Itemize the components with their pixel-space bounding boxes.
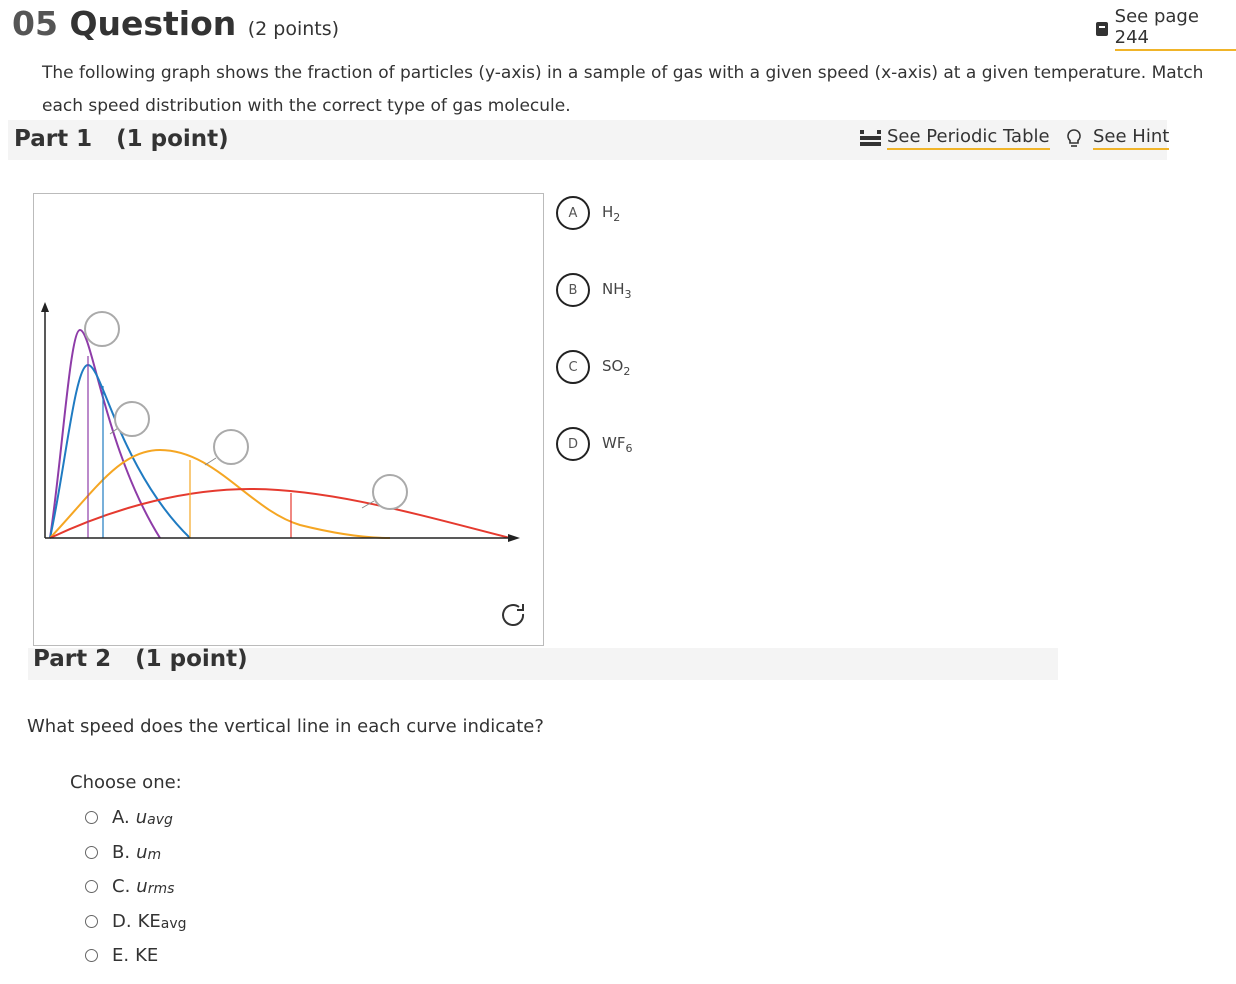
choice-letter: B. <box>112 841 131 863</box>
option-letter[interactable]: C <box>556 350 590 384</box>
drop-targets[interactable] <box>84 311 408 510</box>
graph-drop-area[interactable] <box>33 193 544 646</box>
option[interactable]: A H2 <box>556 196 620 230</box>
radio[interactable] <box>85 880 98 893</box>
part2-heading: Part 2 (1 point) <box>33 646 248 672</box>
graph <box>41 302 520 542</box>
choice-letter: C. <box>112 876 131 897</box>
choice-letter: E. <box>112 945 130 966</box>
hint-wrap[interactable]: See Hint <box>1066 126 1170 150</box>
option[interactable]: B NH3 <box>556 273 632 307</box>
radio[interactable] <box>85 914 98 928</box>
reset-icon[interactable] <box>502 604 525 626</box>
formula-sub: 3 <box>624 287 632 301</box>
option[interactable]: C SO2 <box>556 350 630 384</box>
question-heading: 05 Question (2 points) <box>12 4 339 43</box>
choice-sub: avg <box>147 812 173 828</box>
part1-label: Part 1 <box>14 126 93 152</box>
choice-letter: A. <box>112 807 130 828</box>
bulb-icon <box>1067 129 1081 147</box>
option-letter[interactable]: B <box>556 273 590 307</box>
part2-band <box>28 648 1058 680</box>
formula-sub: 2 <box>613 210 621 224</box>
option-formula: H2 <box>602 203 620 224</box>
option-formula: SO2 <box>602 357 630 378</box>
choice-sub: m <box>147 846 162 863</box>
table-icon <box>860 130 881 146</box>
radio[interactable] <box>85 845 98 859</box>
prompt: The following graph shows the fraction o… <box>42 63 1204 116</box>
formula-text: SO <box>602 356 624 375</box>
question-number: 05 <box>12 4 58 43</box>
choice-sub: avg <box>160 915 187 932</box>
choice[interactable]: D. KE avg <box>85 911 187 932</box>
choice-text: u <box>136 876 148 897</box>
choice-letter: D. <box>112 910 132 932</box>
option[interactable]: D WF6 <box>556 427 632 461</box>
orange-curve <box>49 448 391 539</box>
choice-sub: rms <box>147 881 175 897</box>
option-letter[interactable]: D <box>556 427 590 461</box>
choice[interactable]: B. u m <box>85 842 161 863</box>
choice[interactable]: C. u rms <box>85 876 174 897</box>
choice-text: u <box>135 807 148 828</box>
formula-text: WF <box>602 433 626 452</box>
formula-text: NH <box>602 279 625 298</box>
red-curve <box>49 487 511 539</box>
question-title: Question <box>69 4 237 43</box>
formula-sub: 2 <box>623 364 631 378</box>
choose-label: Choose one: <box>70 772 182 793</box>
part1-points: (1 point) <box>116 126 229 152</box>
option-letter[interactable]: A <box>556 196 590 230</box>
question-points: (2 points) <box>247 18 340 40</box>
choice-text: KE <box>137 910 161 932</box>
page-link-wrap[interactable]: See page 244 <box>1095 6 1236 51</box>
book-icon <box>1096 21 1108 36</box>
choice-text: KE <box>135 945 159 966</box>
radio[interactable] <box>85 811 98 824</box>
part2-question: What speed does the vertical line in eac… <box>27 716 544 737</box>
option-formula: WF6 <box>602 434 632 455</box>
part1-band <box>8 120 1167 160</box>
formula-sub: 6 <box>625 441 633 455</box>
choice-text: u <box>136 841 148 863</box>
formula-text: H <box>602 202 614 221</box>
part1-heading: Part 1 (1 point) <box>14 126 229 152</box>
y-arrow <box>41 302 49 312</box>
x-arrow <box>508 534 520 542</box>
option-formula: NH3 <box>602 280 632 301</box>
hint-link[interactable]: See Hint <box>1093 126 1170 150</box>
page-link[interactable]: See page 244 <box>1114 6 1236 51</box>
radio[interactable] <box>85 949 98 962</box>
choice[interactable]: E. KE <box>85 945 158 966</box>
choice[interactable]: A. u avg <box>85 807 173 828</box>
periodic-table-link[interactable]: See Periodic Table <box>887 126 1050 150</box>
periodic-table-wrap[interactable]: See Periodic Table <box>860 126 1050 150</box>
part2-label: Part 2 <box>33 646 112 672</box>
purple-curve <box>49 328 161 539</box>
part2-points: (1 point) <box>135 646 248 672</box>
